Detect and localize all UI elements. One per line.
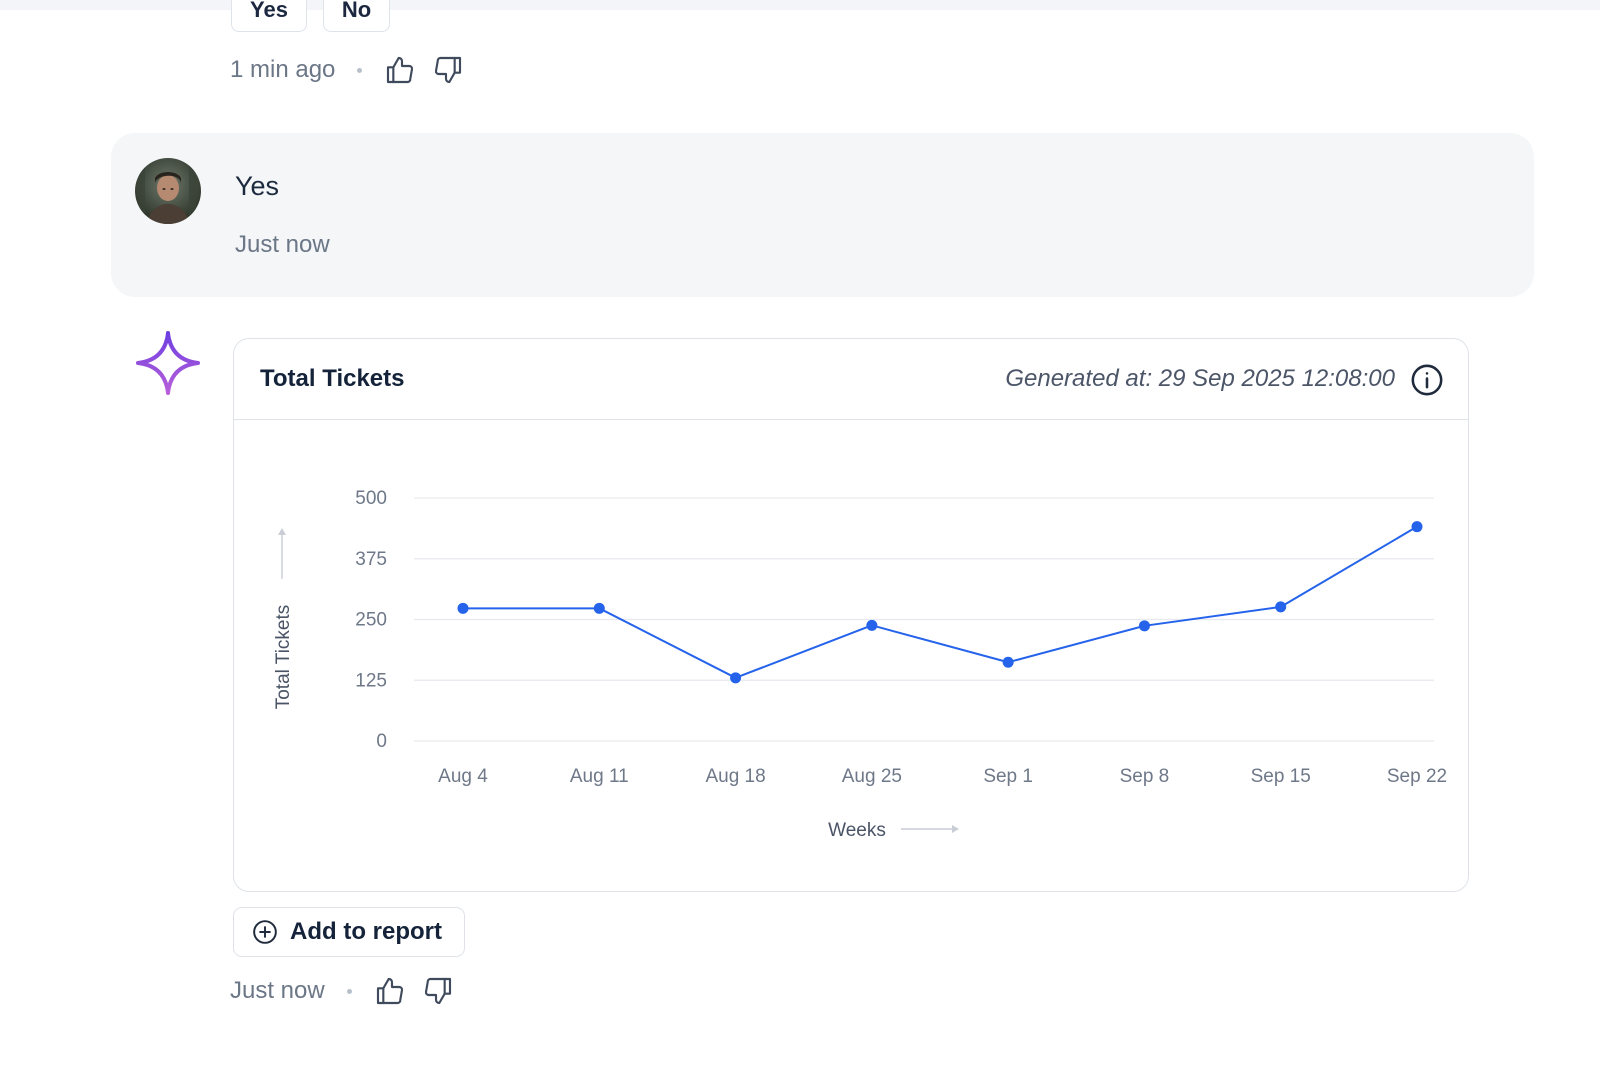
x-tick-label: Aug 4 xyxy=(438,766,488,787)
data-point xyxy=(1002,656,1014,668)
y-tick-label: 0 xyxy=(376,731,387,752)
y-tick-label: 125 xyxy=(355,670,387,691)
thumbs-down-icon[interactable] xyxy=(432,54,464,86)
info-icon[interactable] xyxy=(1410,363,1444,397)
previous-message-meta: 1 min ago xyxy=(230,54,464,86)
x-axis-title: Weeks xyxy=(828,820,886,841)
assistant-message-time: Just now xyxy=(230,977,325,1004)
x-tick-label: Sep 1 xyxy=(983,766,1033,787)
separator-dot xyxy=(357,67,363,73)
thumbs-down-icon[interactable] xyxy=(422,975,454,1007)
chart-card: Total Tickets Generated at: 29 Sep 2025 … xyxy=(233,338,1469,892)
line-chart: 0 125 250 375 500 Aug 4 Aug 11 Aug 18 Aug 25 Sep … xyxy=(273,488,1447,841)
chart-title: Total Tickets xyxy=(260,365,405,392)
separator-dot xyxy=(346,988,352,994)
y-tick-label: 375 xyxy=(355,549,387,570)
user-message-bubble: Yes Just now xyxy=(111,133,1534,297)
data-point xyxy=(1138,620,1150,632)
data-point xyxy=(593,602,605,614)
y-axis-title: Total Tickets xyxy=(273,605,294,710)
sparkle-icon xyxy=(136,331,200,395)
thumbs-up-icon[interactable] xyxy=(384,54,416,86)
add-to-report-button[interactable]: Add to report xyxy=(233,907,465,957)
x-tick-label: Sep 15 xyxy=(1251,766,1311,787)
data-point xyxy=(866,619,878,631)
choice-yes-button[interactable]: Yes xyxy=(231,0,307,32)
assistant-message-meta: Just now xyxy=(230,975,454,1007)
y-tick-label: 500 xyxy=(355,488,387,509)
generated-at-text: Generated at: 29 Sep 2025 12:08:00 xyxy=(1005,365,1395,392)
add-to-report-label: Add to report xyxy=(290,918,442,945)
x-tick-label: Aug 18 xyxy=(705,766,765,787)
x-tick-label: Aug 11 xyxy=(570,766,629,787)
plus-circle-icon xyxy=(252,919,278,945)
data-point xyxy=(1411,521,1423,533)
x-tick-label: Sep 22 xyxy=(1387,766,1447,787)
x-tick-label: Sep 8 xyxy=(1120,766,1170,787)
data-point xyxy=(730,672,742,684)
previous-message-time: 1 min ago xyxy=(230,56,336,83)
user-message-time: Just now xyxy=(235,231,330,258)
x-tick-label: Aug 25 xyxy=(842,766,902,787)
top-strip xyxy=(0,0,1600,10)
series-line xyxy=(463,525,1418,679)
choice-no-button[interactable]: No xyxy=(323,0,390,32)
thumbs-up-icon[interactable] xyxy=(374,975,406,1007)
chart-card-header: Total Tickets Generated at: 29 Sep 2025 … xyxy=(234,339,1468,420)
x-axis-arrow-head xyxy=(952,825,959,833)
y-axis-arrow-head xyxy=(278,528,286,535)
data-point xyxy=(1275,601,1287,613)
user-message-text: Yes xyxy=(235,171,280,201)
y-tick-label: 250 xyxy=(355,610,387,631)
data-point xyxy=(457,602,469,614)
avatar xyxy=(135,158,201,224)
